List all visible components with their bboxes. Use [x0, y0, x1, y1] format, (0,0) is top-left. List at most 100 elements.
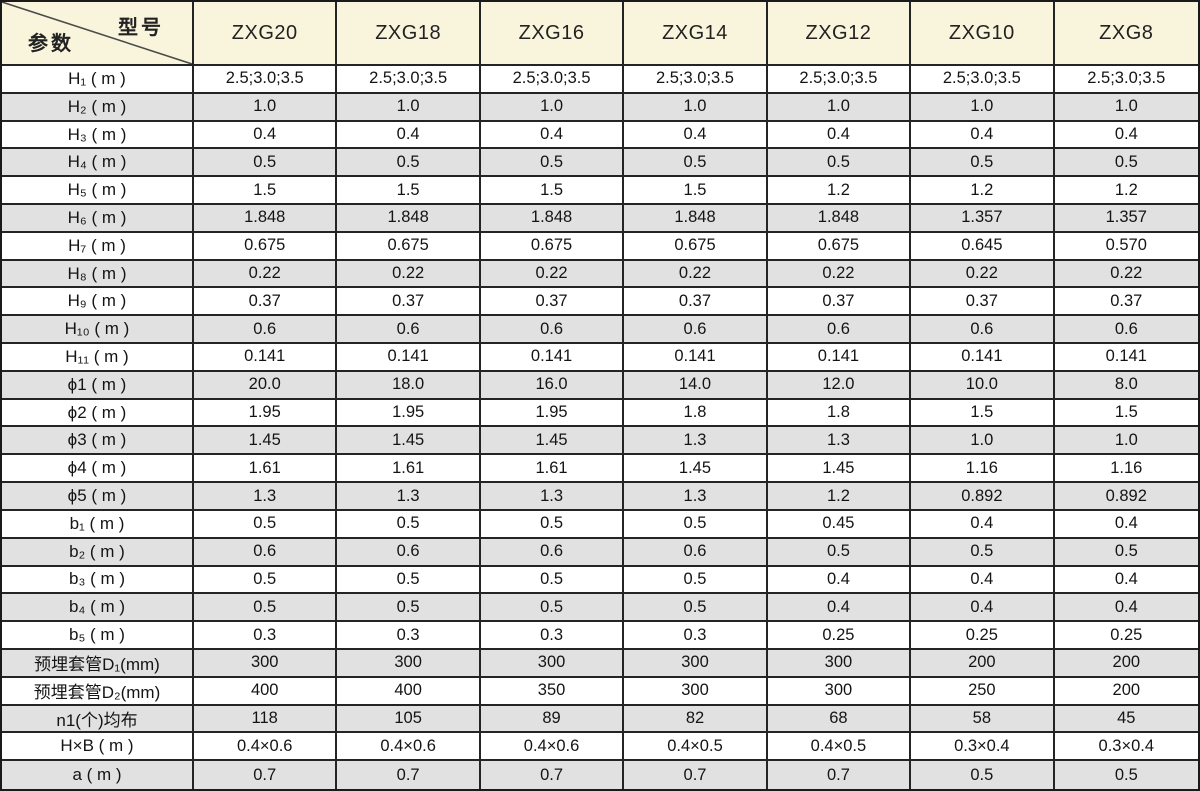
table-cell: 300 [480, 649, 625, 678]
table-cell: 0.675 [624, 232, 768, 261]
table-cell: 1.0 [194, 93, 338, 122]
table-cell: 1.3 [624, 483, 768, 511]
table-cell: 1.0 [337, 93, 481, 122]
table-cell: 0.22 [480, 260, 625, 289]
table-cell: 1.95 [480, 399, 625, 428]
row-label: ϕ1 ( m ) [2, 371, 194, 400]
table-cell: 0.4 [911, 510, 1055, 539]
table-cell: 0.5 [337, 510, 481, 539]
table-cell: 0.37 [337, 288, 481, 317]
table-cell: 300 [337, 649, 481, 678]
table-cell: 1.8 [624, 399, 768, 428]
table-cell: 0.6 [624, 538, 768, 567]
table-cell: 0.4×0.6 [337, 733, 481, 762]
table-cell: 1.3 [767, 427, 912, 456]
table-cell: 0.4 [1054, 121, 1198, 150]
row-label: a ( m ) [2, 761, 194, 789]
table-cell: 0.4 [911, 566, 1055, 595]
diagonal-divider-icon [2, 2, 192, 64]
table-cell: 1.45 [337, 427, 481, 456]
table-cell: 0.22 [767, 260, 912, 289]
table-cell: 1.5 [1054, 399, 1198, 428]
table-cell: 1.0 [480, 93, 625, 122]
table-cell: 1.2 [911, 177, 1055, 206]
table-cell: 0.5 [767, 538, 912, 567]
table-cell: 0.37 [624, 288, 768, 317]
column-header: ZXG14 [624, 2, 768, 66]
table-cell: 0.4×0.6 [480, 733, 625, 762]
row-label: b₃ ( m ) [2, 566, 194, 595]
table-cell: 0.25 [911, 622, 1055, 650]
table-cell: 1.0 [911, 427, 1055, 456]
table-cell: 0.4 [337, 121, 481, 150]
table-cell: 0.5 [480, 149, 625, 178]
row-label: H₂ ( m ) [2, 93, 194, 122]
table-cell: 1.45 [480, 427, 625, 456]
table-cell: 0.141 [911, 344, 1055, 372]
row-label: H×B ( m ) [2, 733, 194, 762]
table-cell: 0.5 [1054, 761, 1198, 789]
table-cell: 0.4 [480, 121, 625, 150]
table-cell: 1.61 [480, 455, 625, 484]
table-cell: 0.3×0.4 [911, 733, 1055, 762]
table-cell: 1.95 [337, 399, 481, 428]
table-cell: 0.675 [194, 232, 338, 261]
table-cell: 1.3 [624, 427, 768, 456]
table-cell: 0.5 [480, 594, 625, 623]
row-label: H₃ ( m ) [2, 121, 194, 150]
table-cell: 0.4 [1054, 594, 1198, 623]
column-header: ZXG8 [1054, 2, 1198, 66]
table-cell: 1.3 [194, 483, 338, 511]
row-label: H₇ ( m ) [2, 232, 194, 261]
table-cell: 1.5 [337, 177, 481, 206]
table-cell: 0.22 [194, 260, 338, 289]
table-cell: 2.5;3.0;3.5 [911, 66, 1055, 94]
table-cell: 200 [1054, 649, 1198, 678]
table-cell: 0.3×0.4 [1054, 733, 1198, 762]
table-cell: 300 [194, 649, 338, 678]
table-cell: 0.4 [767, 121, 912, 150]
column-header: ZXG18 [337, 2, 481, 66]
table-cell: 0.675 [767, 232, 912, 261]
table-cell: 0.37 [767, 288, 912, 317]
row-label: H₅ ( m ) [2, 177, 194, 206]
row-label: H₈ ( m ) [2, 260, 194, 289]
table-cell: 20.0 [194, 371, 338, 400]
table-cell: 0.22 [1054, 260, 1198, 289]
row-label: H₄ ( m ) [2, 149, 194, 178]
table-cell: 0.3 [337, 622, 481, 650]
table-cell: 68 [767, 705, 912, 734]
table-cell: 1.5 [194, 177, 338, 206]
table-cell: 0.5 [1054, 149, 1198, 178]
table-cell: 0.141 [480, 344, 625, 372]
table-cell: 1.16 [1054, 455, 1198, 484]
table-cell: 1.95 [194, 399, 338, 428]
table-cell: 0.4 [911, 121, 1055, 150]
table-cell: 0.4×0.5 [624, 733, 768, 762]
table-cell: 300 [624, 677, 768, 706]
table-cell: 0.37 [911, 288, 1055, 317]
corner-cell: 型号 参数 [2, 2, 194, 66]
table-cell: 0.4 [1054, 566, 1198, 595]
table-cell: 200 [1054, 677, 1198, 706]
table-cell: 1.0 [1054, 93, 1198, 122]
table-cell: 0.5 [194, 566, 338, 595]
table-cell: 82 [624, 705, 768, 734]
table-cell: 2.5;3.0;3.5 [337, 66, 481, 94]
corner-param-label: 参数 [28, 33, 74, 55]
row-label: H₉ ( m ) [2, 288, 194, 317]
table-cell: 0.141 [1054, 344, 1198, 372]
row-label: ϕ3 ( m ) [2, 427, 194, 456]
table-cell: 0.4 [194, 121, 338, 150]
table-cell: 1.45 [767, 455, 912, 484]
table-cell: 1.2 [767, 483, 912, 511]
table-cell: 1.848 [337, 205, 481, 233]
table-cell: 1.848 [767, 205, 912, 233]
table-cell: 1.0 [767, 93, 912, 122]
table-cell: 45 [1054, 705, 1198, 734]
table-cell: 0.892 [1054, 483, 1198, 511]
column-header: ZXG20 [194, 2, 338, 66]
row-label: b₁ ( m ) [2, 510, 194, 539]
corner-model-label: 型号 [118, 17, 164, 39]
row-label: ϕ4 ( m ) [2, 455, 194, 484]
